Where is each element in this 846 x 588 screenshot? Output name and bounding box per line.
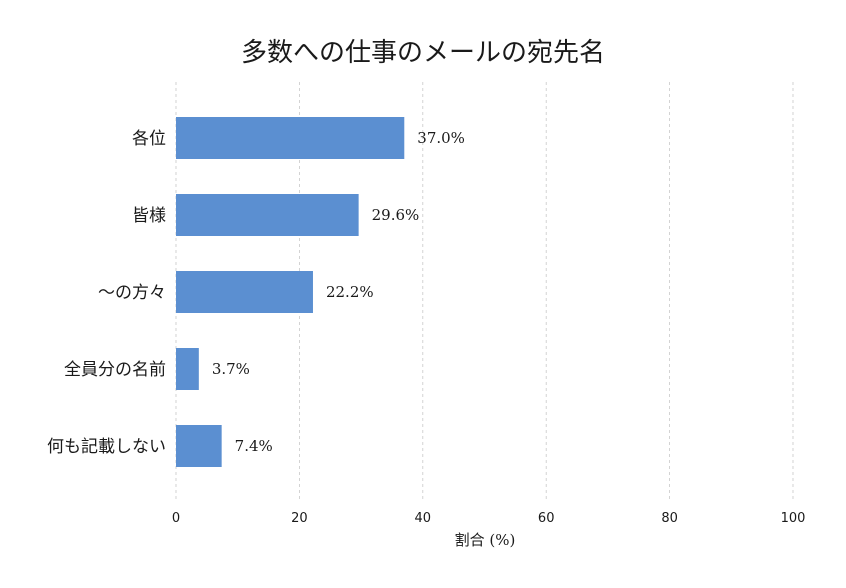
x-tick-label: 0: [172, 511, 180, 526]
data-label: 37.0%: [417, 129, 465, 147]
x-tick-label: 60: [538, 511, 555, 526]
bar: [176, 194, 359, 236]
data-label: 7.4%: [235, 437, 273, 455]
bar: [176, 271, 313, 313]
x-tick-label: 80: [661, 511, 678, 526]
data-label: 3.7%: [212, 360, 250, 378]
category-label: 何も記載しない: [47, 437, 166, 457]
x-tick-labels: 0 20 40 60 80 100: [172, 511, 806, 526]
x-tick-label: 40: [415, 511, 432, 526]
x-tick-label: 20: [291, 511, 308, 526]
category-label: 全員分の名前: [64, 360, 166, 380]
category-label: 〜の方々: [98, 283, 166, 303]
bars: [176, 117, 405, 467]
bar: [176, 117, 405, 159]
x-axis-label: 割合 (%): [455, 531, 516, 549]
data-labels: 37.0% 29.6% 22.2% 3.7% 7.4%: [212, 129, 465, 455]
x-tick-label: 100: [781, 511, 806, 526]
category-label: 皆様: [132, 206, 166, 226]
category-label: 各位: [132, 129, 166, 149]
bar: [176, 348, 199, 390]
bar: [176, 425, 222, 467]
chart-title: 多数への仕事のメールの宛先名: [241, 38, 605, 68]
data-label: 29.6%: [372, 206, 420, 224]
data-label: 22.2%: [326, 283, 374, 301]
